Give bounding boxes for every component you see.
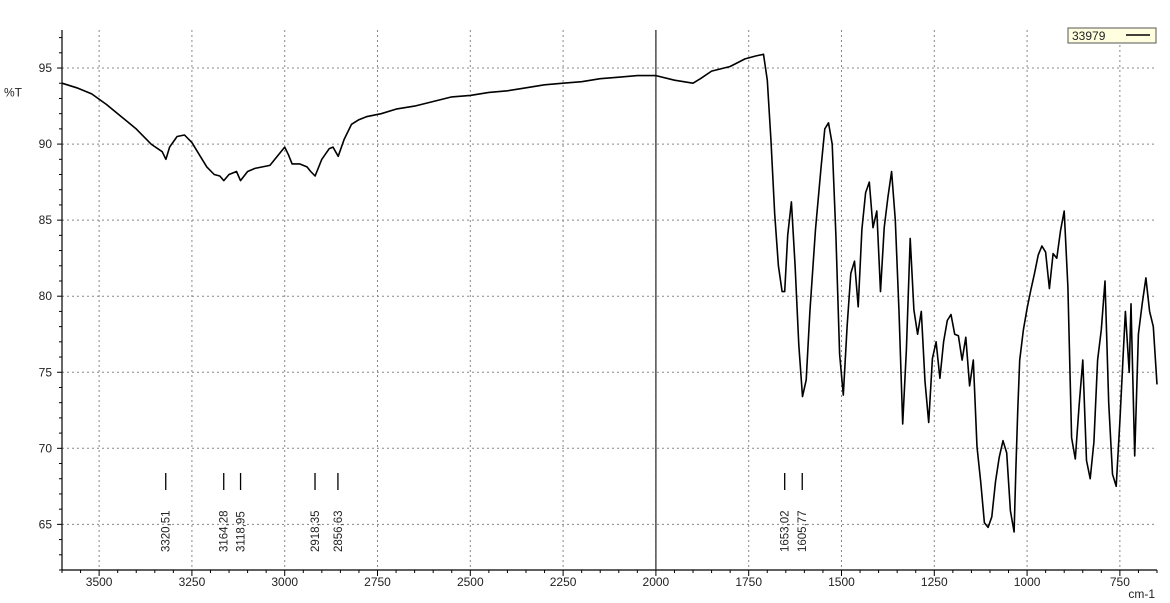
legend: 33979: [1067, 27, 1157, 44]
x-tick-label: 2750: [364, 575, 391, 589]
x-tick-label: 3500: [86, 575, 113, 589]
peak-label: 2918,35: [310, 510, 322, 552]
peak-labels: 3320,51 3164,28 3118,95 2918,35 2856,63 1653,…: [161, 473, 809, 552]
y-tick-label: 75: [39, 365, 53, 379]
y-axis-ticks: 65 70 75 80 85 90 95: [39, 37, 62, 571]
x-tick-label: 3250: [179, 575, 206, 589]
x-tick-label: 2500: [457, 575, 484, 589]
peak-label: 3320,51: [161, 510, 173, 552]
y-tick-label: 95: [39, 61, 53, 75]
y-tick-label: 70: [39, 441, 53, 455]
x-tick-label: 1250: [921, 575, 948, 589]
y-axis-label: %T: [4, 85, 23, 99]
legend-entry-label: 33979: [1072, 29, 1106, 43]
peak-label: 2856,63: [333, 510, 345, 552]
peak-label: 1653,02: [780, 510, 792, 552]
peak-label: 3164,28: [219, 510, 231, 552]
x-tick-label: 750: [1110, 575, 1130, 589]
x-axis-unit-label: cm-1: [1128, 587, 1155, 601]
x-tick-label: 2250: [550, 575, 577, 589]
x-tick-label: 2000: [643, 575, 670, 589]
grid: [62, 30, 1157, 570]
plot-frame: [61, 30, 1157, 571]
x-tick-label: 1000: [1014, 575, 1041, 589]
y-tick-label: 80: [39, 289, 53, 303]
y-tick-label: 65: [39, 517, 53, 531]
peak-label: 1605,77: [797, 510, 809, 552]
x-tick-label: 1500: [828, 575, 855, 589]
legend-box: [1067, 27, 1157, 44]
series-line-33979: [61, 53, 1158, 533]
x-axis-ticks: 3500 3250 3000 2750 2500 2250 2000 1750 1500 1250…: [61, 570, 1158, 589]
y-tick-label: 85: [39, 213, 53, 227]
x-tick-label: 1750: [735, 575, 762, 589]
y-tick-label: 90: [39, 137, 53, 151]
x-tick-label: 3000: [271, 575, 298, 589]
peak-label: 3118,95: [236, 511, 248, 552]
